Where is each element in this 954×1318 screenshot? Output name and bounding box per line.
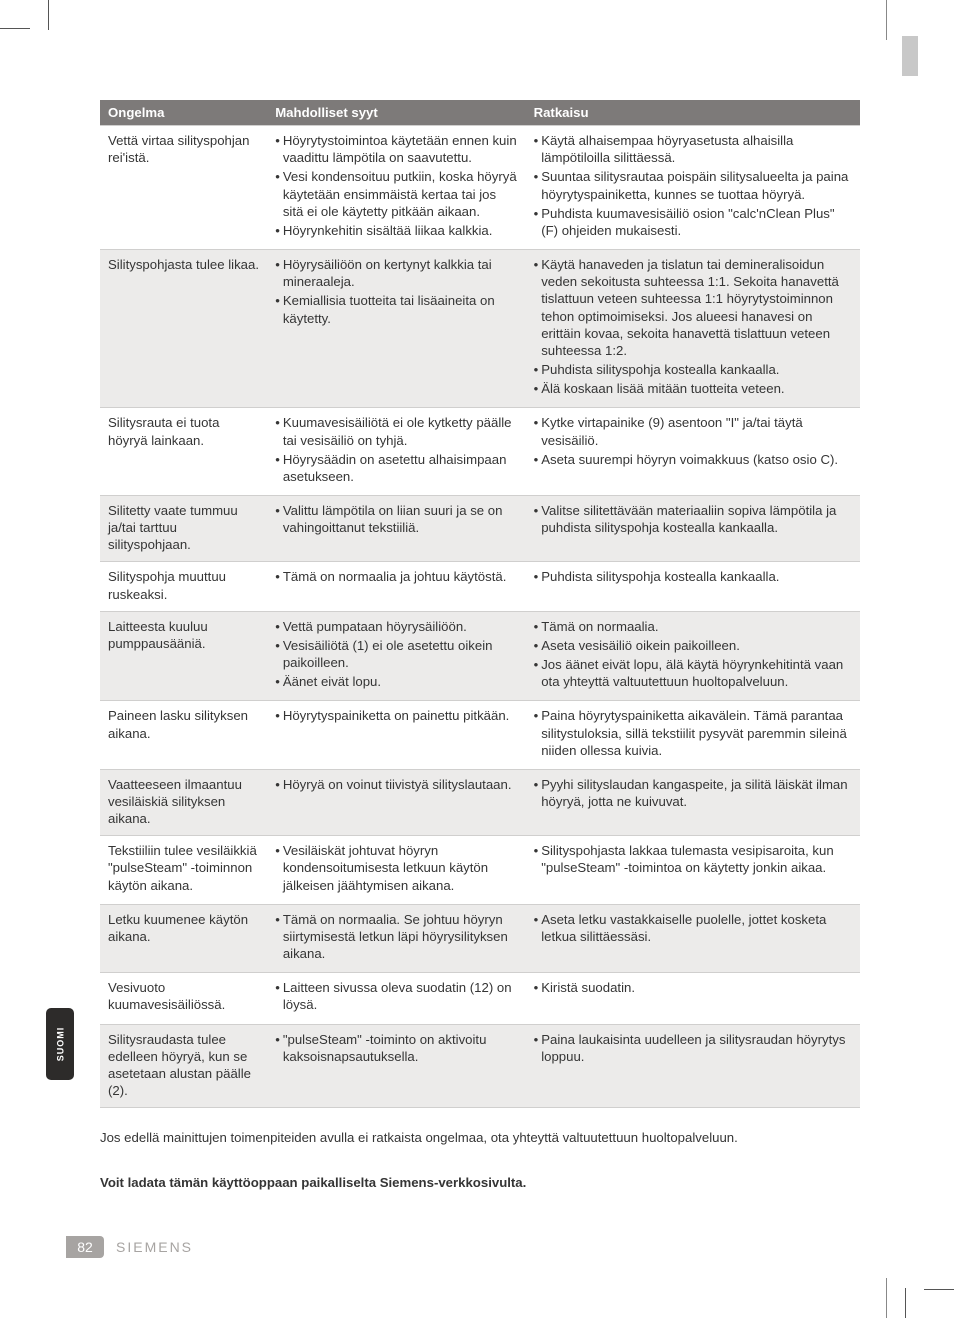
header-problem: Ongelma	[100, 100, 267, 126]
after-note: Jos edellä mainittujen toimenpiteiden av…	[100, 1130, 860, 1145]
page-content: Ongelma Mahdolliset syyt Ratkaisu Vettä …	[100, 100, 860, 1190]
cell-cause: •Valittu lämpötila on liian suuri ja se …	[267, 495, 525, 561]
cell-problem: Vettä virtaa silityspohjan rei'istä.	[100, 126, 267, 250]
cell-problem: Silitysraudasta tulee edelleen höyryä, k…	[100, 1024, 267, 1108]
cell-solution: •Kiristä suodatin.	[526, 973, 860, 1024]
cell-problem: Letku kuumenee käytön aikana.	[100, 904, 267, 972]
table-row: Silityspohjasta tulee likaa.•Höyrysäiliö…	[100, 250, 860, 408]
table-row: Tekstiiliin tulee vesiläikkiä "pulseStea…	[100, 836, 860, 904]
cell-cause: •"pulseSteam" -toiminto on aktivoitu kak…	[267, 1024, 525, 1108]
page-number: 82	[66, 1236, 104, 1258]
cell-problem: Vesivuoto kuumavesisäiliössä.	[100, 973, 267, 1024]
scrollbar-stub	[902, 36, 918, 76]
margin-line	[886, 0, 887, 40]
cell-cause: •Höyrytystoimintoa käytetään ennen kuin …	[267, 126, 525, 250]
cell-solution: •Kytke virtapainike (9) asentoon "I" ja/…	[526, 408, 860, 496]
header-cause: Mahdolliset syyt	[267, 100, 525, 126]
cell-problem: Silitysrauta ei tuota höyryä lainkaan.	[100, 408, 267, 496]
cell-problem: Paineen lasku silityksen aikana.	[100, 701, 267, 769]
cell-solution: •Käytä alhaisempaa höyryasetusta alhaisi…	[526, 126, 860, 250]
cell-solution: •Tämä on normaalia.•Aseta vesisäiliö oik…	[526, 611, 860, 701]
table-row: Silitysrauta ei tuota höyryä lainkaan.•K…	[100, 408, 860, 496]
table-row: Vettä virtaa silityspohjan rei'istä.•Höy…	[100, 126, 860, 250]
troubleshooting-table: Ongelma Mahdolliset syyt Ratkaisu Vettä …	[100, 100, 860, 1108]
brand-label: SIEMENS	[116, 1239, 193, 1255]
cell-solution: •Paina höyrytyspainiketta aikavälein. Tä…	[526, 701, 860, 769]
table-row: Laitteesta kuuluu pumppausääniä.•Vettä p…	[100, 611, 860, 701]
table-row: Vaatteeseen ilmaantuu vesiläiskiä sility…	[100, 769, 860, 835]
crop-mark	[48, 0, 49, 30]
language-tab-label: SUOMI	[55, 1027, 65, 1062]
table-row: Silityspohja muuttuu ruskeaksi.•Tämä on …	[100, 562, 860, 611]
footer: 82 SIEMENS	[66, 1236, 193, 1258]
header-solution: Ratkaisu	[526, 100, 860, 126]
table-row: Silitysraudasta tulee edelleen höyryä, k…	[100, 1024, 860, 1108]
margin-line	[886, 1278, 887, 1318]
cell-solution: •Aseta letku vastakkaiselle puolelle, jo…	[526, 904, 860, 972]
crop-mark	[924, 1289, 954, 1290]
cell-solution: •Paina laukaisinta uudelleen ja silitysr…	[526, 1024, 860, 1108]
cell-problem: Laitteesta kuuluu pumppausääniä.	[100, 611, 267, 701]
table-row: Silitetty vaate tummuu ja/tai tarttuu si…	[100, 495, 860, 561]
cell-solution: •Puhdista silityspohja kostealla kankaal…	[526, 562, 860, 611]
cell-cause: •Vesiläiskät johtuvat höyryn kondensoitu…	[267, 836, 525, 904]
download-note: Voit ladata tämän käyttöoppaan paikallis…	[100, 1175, 860, 1190]
cell-solution: •Pyyhi silityslaudan kangaspeite, ja sil…	[526, 769, 860, 835]
cell-solution: •Valitse silitettävään materiaaliin sopi…	[526, 495, 860, 561]
cell-solution: •Silityspohjasta lakkaa tulemasta vesipi…	[526, 836, 860, 904]
table-row: Paineen lasku silityksen aikana.•Höyryty…	[100, 701, 860, 769]
cell-cause: •Höyryä on voinut tiivistyä silityslauta…	[267, 769, 525, 835]
cell-cause: •Kuumavesisäiliötä ei ole kytketty pääll…	[267, 408, 525, 496]
cell-cause: •Höyrysäiliöön on kertynyt kalkkia tai m…	[267, 250, 525, 408]
cell-cause: •Tämä on normaalia ja johtuu käytöstä.	[267, 562, 525, 611]
cell-cause: •Höyrytyspainiketta on painettu pitkään.	[267, 701, 525, 769]
cell-problem: Tekstiiliin tulee vesiläikkiä "pulseStea…	[100, 836, 267, 904]
crop-mark	[905, 1288, 906, 1318]
cell-solution: •Käytä hanaveden ja tislatun tai deminer…	[526, 250, 860, 408]
crop-mark	[0, 28, 30, 29]
cell-problem: Vaatteeseen ilmaantuu vesiläiskiä sility…	[100, 769, 267, 835]
table-row: Letku kuumenee käytön aikana.•Tämä on no…	[100, 904, 860, 972]
cell-cause: •Vettä pumpataan höyrysäiliöön.•Vesisäil…	[267, 611, 525, 701]
cell-problem: Silityspohjasta tulee likaa.	[100, 250, 267, 408]
table-row: Vesivuoto kuumavesisäiliössä.•Laitteen s…	[100, 973, 860, 1024]
cell-cause: •Laitteen sivussa oleva suodatin (12) on…	[267, 973, 525, 1024]
cell-problem: Silityspohja muuttuu ruskeaksi.	[100, 562, 267, 611]
cell-problem: Silitetty vaate tummuu ja/tai tarttuu si…	[100, 495, 267, 561]
cell-cause: •Tämä on normaalia. Se johtuu höyryn sii…	[267, 904, 525, 972]
language-tab: SUOMI	[46, 1008, 74, 1080]
